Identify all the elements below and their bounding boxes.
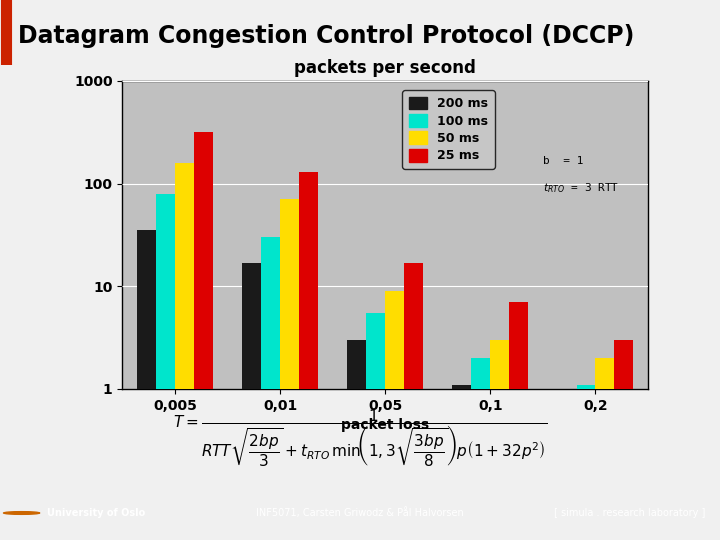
Text: Datagram Congestion Control Protocol (DCCP): Datagram Congestion Control Protocol (DC…	[18, 24, 634, 48]
Bar	[299, 172, 318, 540]
Bar	[156, 193, 175, 540]
Bar	[614, 340, 634, 540]
Text: [ simula . research laboratory ]: [ simula . research laboratory ]	[554, 508, 706, 518]
Text: $t_{RTO}$ = 3 RTT: $t_{RTO}$ = 3 RTT	[543, 181, 618, 195]
Bar	[472, 358, 490, 540]
X-axis label: packet loss: packet loss	[341, 418, 429, 432]
Bar	[194, 132, 213, 540]
Bar	[595, 358, 614, 540]
Bar	[137, 231, 156, 540]
Bar	[490, 340, 509, 540]
Bar	[577, 384, 595, 540]
Legend: 200 ms, 100 ms, 50 ms, 25 ms: 200 ms, 100 ms, 50 ms, 25 ms	[402, 90, 495, 168]
Bar	[366, 313, 385, 540]
Bar	[385, 291, 404, 540]
Text: b  = 1: b = 1	[543, 156, 583, 166]
Title: packets per second: packets per second	[294, 59, 476, 77]
Bar	[242, 262, 261, 540]
Bar	[452, 384, 472, 540]
Text: University of Oslo: University of Oslo	[47, 508, 145, 518]
Circle shape	[4, 512, 40, 514]
Bar	[280, 199, 299, 540]
Bar	[261, 237, 280, 540]
Bar	[557, 389, 577, 540]
Text: INF5071, Carsten Griwodz & Pål Halvorsen: INF5071, Carsten Griwodz & Pål Halvorsen	[256, 508, 464, 518]
Text: $T = \dfrac{1}{RTT\sqrt{\dfrac{2bp}{3}} + t_{RTO}\,\min\!\left(1, 3\sqrt{\dfrac{: $T = \dfrac{1}{RTT\sqrt{\dfrac{2bp}{3}} …	[173, 408, 547, 469]
Bar	[404, 262, 423, 540]
Bar	[175, 163, 194, 540]
Bar	[347, 340, 366, 540]
Bar	[509, 302, 528, 540]
